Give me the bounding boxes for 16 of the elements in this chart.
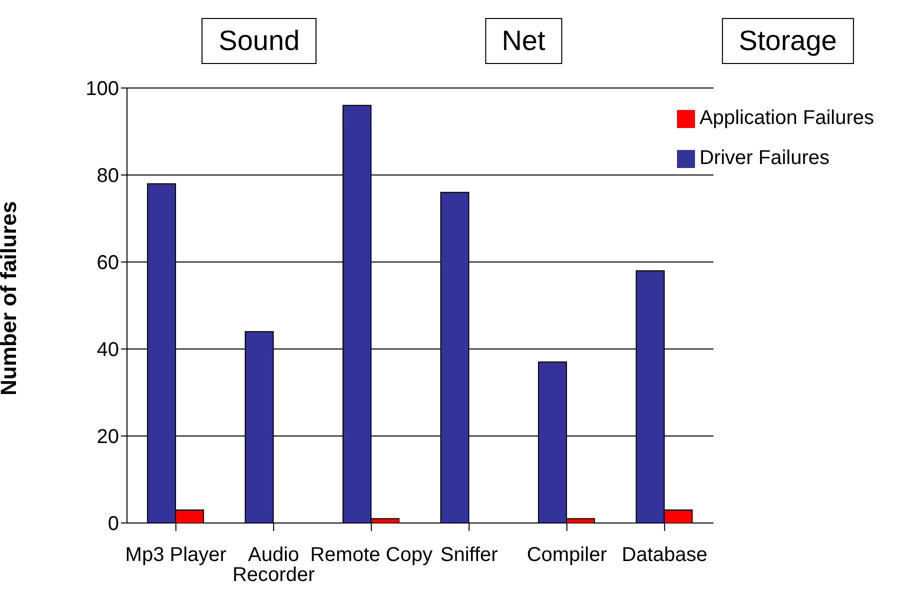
text: Sound (202, 18, 317, 64)
x-tick-label: Database (622, 544, 708, 566)
text: Storage (722, 18, 854, 64)
y-tick-label: 20 (96, 426, 119, 448)
x-tick-label: Sniffer (440, 544, 498, 566)
legend-label: Driver Failures (699, 147, 830, 169)
y-tick-label: 40 (96, 339, 119, 362)
y-axis-title: Number of failures (0, 201, 21, 396)
y-tick-label: 80 (96, 165, 119, 188)
x-tick-label: Compiler (526, 544, 608, 566)
y-tick-label: 100 (86, 78, 119, 100)
x-tick-label: Mp3 Player (125, 544, 227, 566)
text: Net (484, 18, 562, 64)
legend-label: Application Failures (699, 107, 874, 129)
y-tick-label: 0 (108, 513, 119, 536)
y-tick-label: 60 (96, 252, 119, 274)
